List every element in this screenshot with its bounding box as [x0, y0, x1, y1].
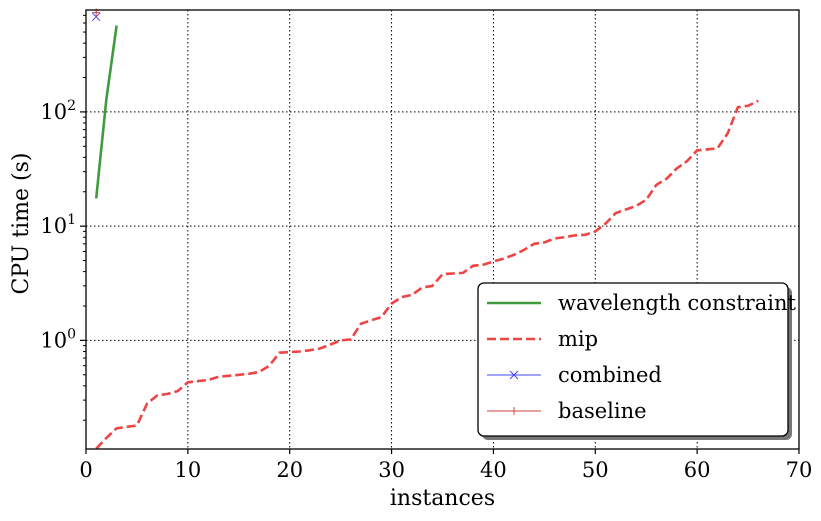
plot-frame	[85, 9, 800, 450]
series-line-wavelength-constraint	[94, 25, 118, 199]
x-tick-label: 70	[786, 458, 813, 482]
series-mip	[95, 99, 759, 449]
x-tick-label: 0	[79, 458, 92, 482]
y-tick-exponent: 2	[67, 98, 76, 114]
x-tick-label: 20	[276, 458, 303, 482]
legend-label-mip: mip	[558, 327, 598, 351]
x-tick-label: 60	[684, 458, 711, 482]
y-tick-exponent: 1	[67, 212, 76, 228]
y-tick-base: 10	[40, 100, 67, 124]
y-tick-base: 10	[40, 328, 67, 352]
y-tick-label: 102	[40, 98, 76, 124]
legend-marker-baseline	[510, 407, 518, 415]
y-tick-label: 100	[40, 326, 76, 352]
series-wavelength-constraint	[94, 25, 118, 199]
legend-label-wavelength-constraint: wavelength constraint	[558, 291, 796, 315]
legend-label-baseline: baseline	[558, 399, 647, 423]
y-tick-base: 10	[40, 214, 67, 238]
x-tick-label: 40	[480, 458, 507, 482]
legend-label-combined: combined	[558, 363, 662, 387]
legend-box	[477, 282, 789, 437]
x-axis-ticks: 0 10 20 30 40 50 60 70	[79, 449, 812, 482]
x-axis-label: instances	[390, 486, 495, 511]
y-tick-label: 101	[40, 212, 76, 238]
x-tick-label: 50	[582, 458, 609, 482]
series-line-mip	[95, 99, 759, 449]
y-axis-label: CPU time (s)	[9, 153, 34, 295]
y-tick-exponent: 0	[67, 326, 76, 342]
legend: wavelength constraint mip combined baseline	[477, 282, 796, 440]
legend-marker-combined	[509, 370, 519, 380]
data-point-combined	[91, 12, 101, 22]
x-tick-label: 30	[378, 458, 405, 482]
series-combined	[91, 12, 101, 22]
x-tick-label: 10	[174, 458, 201, 482]
